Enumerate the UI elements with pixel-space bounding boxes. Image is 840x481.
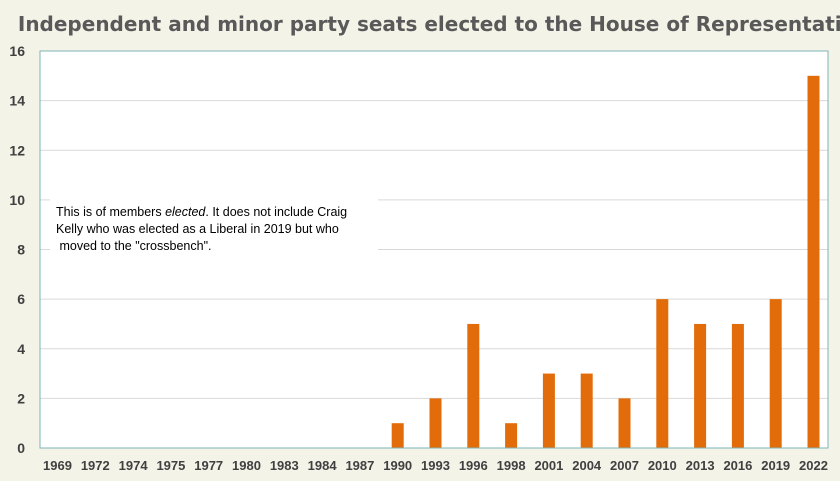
x-tick-label: 1987: [345, 458, 374, 473]
x-tick-label: 2010: [648, 458, 677, 473]
bar-2007: [618, 398, 631, 448]
x-tick-label: 1990: [383, 458, 412, 473]
x-tick-label: 2016: [723, 458, 752, 473]
y-tick-label: 12: [9, 142, 25, 158]
annotation-box: [50, 197, 378, 265]
bar-1996: [467, 323, 480, 448]
x-tick-label: 2013: [686, 458, 715, 473]
y-tick-label: 6: [17, 291, 25, 307]
x-tick-label: 1974: [119, 458, 149, 473]
x-tick-label: 1993: [421, 458, 450, 473]
bar-2013: [694, 323, 707, 448]
x-tick-label: 2001: [534, 458, 563, 473]
x-tick-label: 2004: [572, 458, 602, 473]
annotation-note: This is of members elected. It does not …: [50, 197, 378, 265]
annotation-line-1-end: . It does not include Craig: [205, 205, 347, 219]
x-tick-label: 1996: [459, 458, 488, 473]
plot-border: [39, 50, 829, 449]
y-axis-tick-labels: 0 2 4 6 8 10 12 14 16: [9, 43, 25, 456]
y-tick-label: 4: [17, 341, 25, 357]
x-axis-tick-labels: 1969 1972 1974 1975 1977 1980 1983 1984 1987 1990…: [43, 458, 828, 473]
annotation-line-3: moved to the "crossbench".: [56, 239, 211, 253]
y-tick-label: 14: [9, 93, 25, 109]
x-tick-label: 1983: [270, 458, 299, 473]
bar-1993: [429, 398, 442, 448]
bar-2019: [769, 299, 782, 448]
y-tick-label: 10: [9, 192, 25, 208]
y-tick-label: 0: [17, 440, 25, 456]
x-tick-label: 1984: [308, 458, 338, 473]
x-tick-label: 1969: [43, 458, 72, 473]
x-tick-label: 1977: [194, 458, 223, 473]
annotation-line-1: This is of members elected. It does not …: [56, 205, 347, 219]
bar-2001: [542, 373, 555, 448]
x-tick-label: 1975: [156, 458, 185, 473]
bar-2004: [580, 373, 593, 448]
x-tick-label: 1972: [81, 458, 110, 473]
x-tick-label: 2007: [610, 458, 639, 473]
bar-2016: [731, 323, 744, 448]
bars: [391, 75, 820, 448]
y-tick-label: 8: [17, 242, 25, 258]
annotation-line-1-emphasis: elected: [165, 205, 206, 219]
bar-2010: [656, 299, 669, 448]
x-tick-label: 1980: [232, 458, 261, 473]
y-tick-label: 16: [9, 43, 25, 59]
y-tick-label: 2: [17, 390, 25, 406]
x-tick-label: 2022: [799, 458, 828, 473]
bar-2022: [807, 75, 820, 448]
chart-title: Independent and minor party seats electe…: [18, 12, 840, 36]
bar-1990: [391, 423, 404, 448]
bar-1998: [505, 423, 518, 448]
x-tick-label: 2019: [761, 458, 790, 473]
annotation-line-2: Kelly who was elected as a Liberal in 20…: [56, 222, 339, 236]
annotation-line-1-start: This is of members: [56, 205, 165, 219]
x-tick-label: 1998: [497, 458, 526, 473]
